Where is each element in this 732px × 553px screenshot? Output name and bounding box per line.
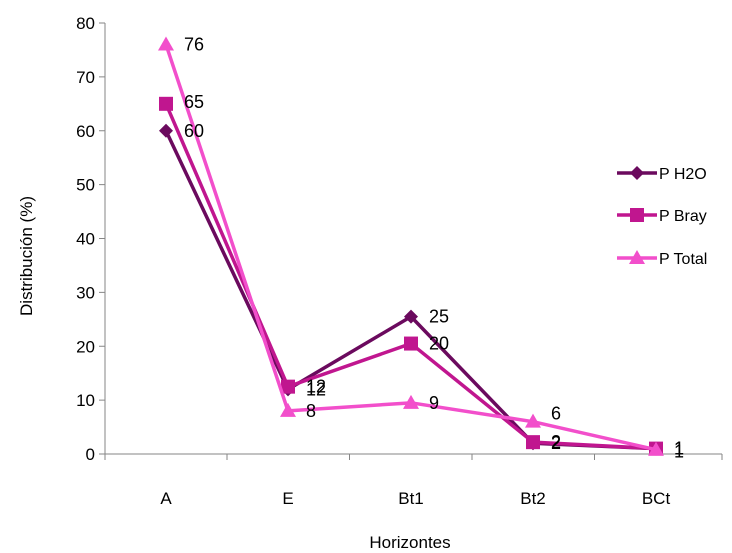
x-tick-label: E (282, 489, 293, 508)
data-point (525, 413, 541, 428)
y-tick-label: 70 (76, 68, 95, 87)
y-tick-label: 60 (76, 122, 95, 141)
y-tick-label: 80 (76, 14, 95, 33)
legend-label: P Total (659, 251, 707, 268)
data-label: 2 (551, 432, 561, 452)
data-label: 20 (429, 334, 449, 354)
y-tick-label: 0 (86, 445, 95, 464)
data-point (280, 402, 296, 417)
x-axis: A E Bt1 Bt2 BCt (104, 453, 723, 508)
data-label: 1 (674, 439, 684, 459)
y-tick-label: 30 (76, 283, 95, 302)
data-label: 12 (306, 377, 326, 397)
data-label: 2 (551, 433, 561, 453)
data-point (158, 36, 174, 51)
legend-marker (629, 250, 645, 264)
legend-entry: P H2O (617, 166, 707, 183)
data-label: 60 (184, 121, 204, 141)
data-point (281, 379, 295, 394)
legend-label: P H2O (659, 166, 707, 183)
x-axis-title: Horizontes (369, 533, 450, 552)
legend-label: P Bray (659, 208, 707, 225)
legend-entry: P Total (617, 250, 707, 268)
x-tick-label: Bt2 (520, 489, 546, 508)
x-tick-label: Bt1 (398, 489, 424, 508)
data-label: 8 (306, 401, 316, 421)
data-point (404, 336, 418, 351)
legend: P H2O P Bray P Total (617, 166, 707, 268)
y-tick-label: 20 (76, 337, 95, 356)
series-line (164, 43, 657, 452)
data-point (526, 435, 540, 450)
data-point (404, 309, 418, 324)
series-layer (158, 36, 664, 456)
data-point (159, 123, 173, 138)
data-label: 65 (184, 92, 204, 112)
x-tick-label: A (160, 489, 172, 508)
data-label: 6 (551, 404, 561, 424)
legend-entry: P Bray (617, 208, 707, 225)
legend-marker (630, 166, 644, 180)
data-label: 1 (674, 442, 684, 462)
y-axis-title: Distribución (%) (17, 196, 36, 316)
data-point (159, 96, 173, 111)
data-label: 12 (306, 379, 326, 399)
data-point (648, 441, 664, 456)
data-label: 25 (429, 307, 449, 327)
x-tick-label: BCt (642, 489, 671, 508)
y-tick-label: 50 (76, 176, 95, 195)
data-label: 1 (674, 439, 684, 459)
legend-marker (630, 208, 644, 222)
data-label: 9 (429, 393, 439, 413)
data-label: 76 (184, 35, 204, 55)
series-p-total (158, 36, 664, 456)
y-tick-label: 40 (76, 230, 95, 249)
y-axis: 0 10 20 30 40 50 60 70 80 (76, 14, 106, 464)
y-tick-label: 10 (76, 391, 95, 410)
data-point (403, 394, 419, 409)
